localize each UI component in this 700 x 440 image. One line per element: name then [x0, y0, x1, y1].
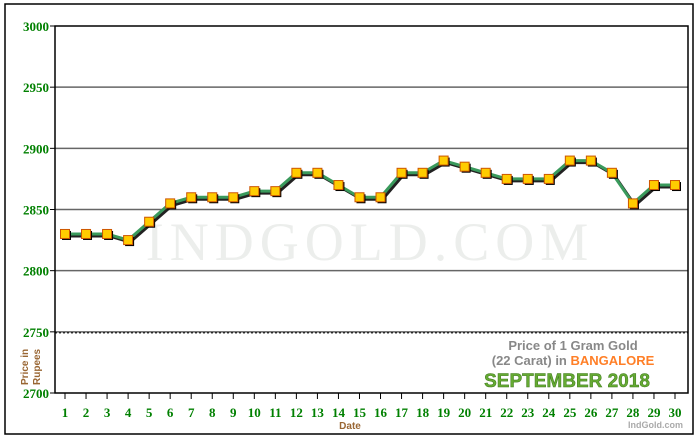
x-tick-label: 16 — [374, 405, 388, 420]
x-tick-label: 9 — [230, 405, 237, 420]
data-point — [417, 167, 428, 178]
plot-area — [54, 25, 689, 394]
x-tick-label: 22 — [500, 405, 513, 420]
y-tick-label: 2950 — [23, 80, 49, 95]
x-tick-label: 28 — [626, 405, 640, 420]
chart-frame — [4, 3, 694, 435]
data-point — [501, 173, 512, 184]
data-point — [543, 173, 554, 184]
x-tick-label: 18 — [416, 405, 430, 420]
x-tick-label: 25 — [563, 405, 577, 420]
data-point — [291, 167, 302, 178]
data-point — [207, 192, 218, 203]
watermark: IndGold.com — [146, 212, 594, 272]
x-tick-label: 19 — [437, 405, 451, 420]
data-point — [648, 180, 659, 191]
data-point — [627, 198, 638, 209]
x-tick-label: 27 — [605, 405, 619, 420]
x-tick-label: 23 — [521, 405, 535, 420]
data-point — [186, 192, 197, 203]
title-line1: Price of 1 Gram Gold — [508, 338, 637, 353]
credit: IndGold.com — [628, 420, 683, 430]
y-tick-label: 2850 — [23, 203, 49, 218]
x-tick-label: 21 — [479, 405, 492, 420]
data-point — [438, 155, 449, 166]
x-tick-label: 2 — [83, 405, 90, 420]
y-tick-label: 2900 — [23, 141, 49, 156]
data-point — [333, 180, 344, 191]
data-point — [123, 235, 134, 246]
data-point — [249, 186, 260, 197]
x-tick-label: 24 — [542, 405, 556, 420]
x-tick-label: 5 — [146, 405, 153, 420]
data-point — [144, 216, 155, 227]
data-point — [60, 228, 70, 239]
y-axis-label-2: Rupees — [32, 348, 43, 385]
subtitle: SEPTEMBER 2018 — [484, 371, 650, 392]
data-point — [480, 167, 491, 178]
x-tick-label: 3 — [104, 405, 111, 420]
data-point — [522, 173, 533, 184]
data-point — [81, 228, 92, 239]
x-tick-label: 29 — [647, 405, 661, 420]
data-point — [670, 180, 680, 191]
x-tick-label: 1 — [62, 405, 69, 420]
data-point — [606, 167, 617, 178]
data-point — [354, 192, 365, 203]
y-tick-label: 2750 — [23, 325, 49, 340]
x-tick-label: 10 — [248, 405, 261, 420]
data-point — [270, 186, 281, 197]
data-point — [564, 155, 575, 166]
legend-box: Price of 1 Gram Gold (22 Carat) in BANGA… — [484, 338, 655, 392]
y-axis-label-1: Price in — [20, 349, 31, 385]
x-tick-label: 11 — [269, 405, 281, 420]
x-axis-label: Date — [339, 421, 361, 432]
data-point — [459, 161, 470, 172]
data-point — [396, 167, 407, 178]
title-city: BANGALORE — [570, 353, 654, 368]
title-line2: (22 Carat) in BANGALORE — [492, 353, 655, 368]
y-tick-label: 3000 — [23, 19, 49, 34]
title-prefix: (22 Carat) in — [492, 353, 571, 368]
y-tick-label: 2700 — [23, 386, 49, 401]
x-tick-label: 4 — [125, 405, 132, 420]
x-tick-label: 20 — [458, 405, 471, 420]
data-point — [312, 167, 323, 178]
data-point — [165, 198, 176, 209]
x-tick-label: 12 — [290, 405, 303, 420]
data-point — [102, 228, 113, 239]
x-tick-label: 8 — [209, 405, 216, 420]
x-tick-label: 13 — [311, 405, 325, 420]
x-tick-label: 7 — [188, 405, 195, 420]
data-point — [585, 155, 596, 166]
data-point — [228, 192, 239, 203]
x-tick-label: 30 — [669, 405, 682, 420]
data-point — [375, 192, 386, 203]
x-tick-label: 17 — [395, 405, 409, 420]
x-tick-label: 14 — [332, 405, 346, 420]
x-tick-label: 6 — [167, 405, 174, 420]
x-tick-label: 15 — [353, 405, 367, 420]
x-tick-label: 26 — [584, 405, 598, 420]
y-tick-label: 2800 — [23, 264, 49, 279]
